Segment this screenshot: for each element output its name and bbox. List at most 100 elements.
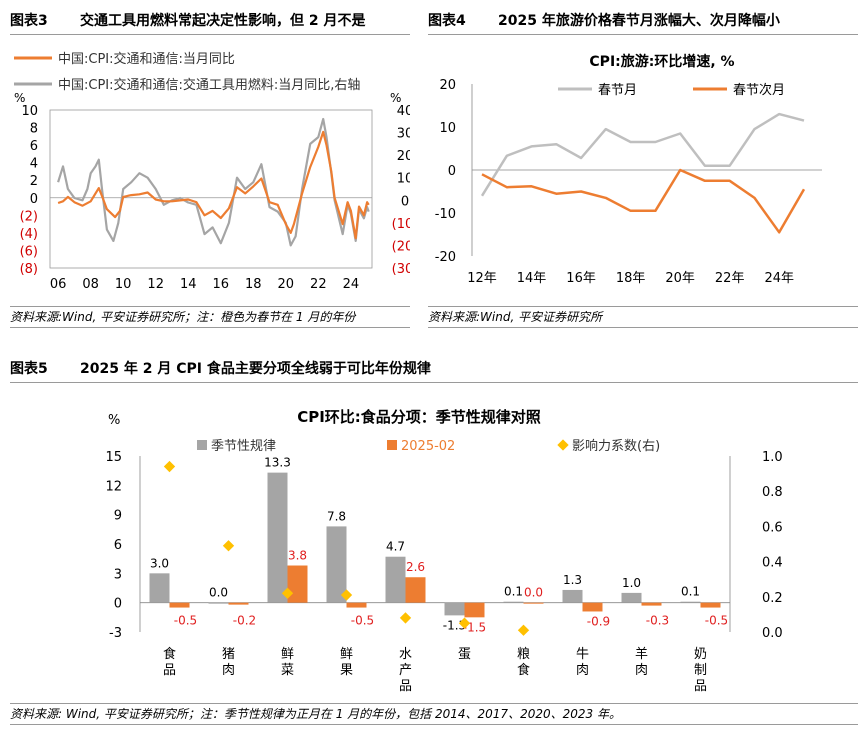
- left-tick-label: 4: [30, 157, 38, 172]
- y-tick-label: 20: [439, 78, 456, 93]
- bar-seasonal: [267, 472, 288, 603]
- y2-tick-label: 0.8: [762, 485, 783, 500]
- legend-label-1: 季节性规律: [211, 439, 276, 454]
- legend-label-3: 影响力系数(右): [572, 438, 660, 454]
- figure4-footnote: 资料来源:Wind, 平安证券研究所: [428, 306, 858, 328]
- bar-label-2025-02: -0.5: [705, 613, 728, 627]
- left-tick-label: (8): [20, 262, 38, 277]
- bar-2025-02: [405, 577, 426, 603]
- x-tick-label: 18: [245, 277, 262, 292]
- y2-tick-label: 0.0: [762, 626, 783, 641]
- left-axis-unit: %: [14, 91, 25, 105]
- scatter-point-influence: [281, 587, 294, 599]
- bar-label-2025-02: 3.8: [288, 549, 307, 563]
- x-tick-label: 22年: [715, 271, 745, 286]
- bar-label-2025-02: 0.0: [524, 586, 543, 600]
- figure5-header: 图表5 2025 年 2 月 CPI 食品主要分项全线弱于可比年份规律: [10, 356, 858, 383]
- y-tick-label: -20: [435, 250, 456, 265]
- figure3-title: 交通工具用燃料常起决定性影响，但 2 月不是: [80, 13, 366, 29]
- y-tick-label: 9: [114, 509, 122, 524]
- x-tick-label: 14: [180, 277, 197, 292]
- right-tick-label: 0: [401, 194, 409, 209]
- bar-2025-02: [169, 602, 190, 608]
- y-tick-label: 12: [105, 479, 122, 494]
- legend-swatch-1: [197, 440, 207, 450]
- legend-label-2: 中国:CPI:交通和通信:交通工具用燃料:当月同比,右轴: [58, 77, 360, 93]
- bar-seasonal: [680, 601, 701, 603]
- right-axis-unit: %: [390, 91, 401, 105]
- bar-label-seasonal: 0.1: [681, 585, 700, 599]
- x-tick-label: 24: [343, 277, 360, 292]
- bar-2025-02: [287, 565, 308, 603]
- y-tick-label: 0: [448, 164, 456, 179]
- figure3-footnote: 资料来源:Wind, 平安证券研究所；注：橙色为春节在 1 月的年份: [10, 306, 410, 328]
- y-tick-label: 10: [439, 121, 456, 136]
- figure5-chart: CPI环比:食品分项：季节性规律对照% 季节性规律 2025-02 影响力系数(右) 1…: [105, 408, 783, 694]
- y-axis-unit: %: [108, 413, 120, 428]
- bar-seasonal: [208, 602, 229, 604]
- left-tick-label: (4): [20, 227, 38, 242]
- category-label: 猪肉: [222, 647, 235, 678]
- legend-label-1: 春节月: [598, 83, 637, 98]
- y-tick-label: -10: [435, 207, 456, 222]
- bar-seasonal: [562, 589, 583, 603]
- category-label: 鲜果: [340, 647, 353, 678]
- figure4-title: 2025 年旅游价格春节月涨幅大、次月降幅小: [498, 13, 780, 29]
- left-tick-label: (6): [20, 244, 38, 259]
- x-tick-label: 24年: [764, 271, 794, 286]
- category-label: 蛋: [458, 647, 471, 662]
- bar-seasonal: [326, 526, 347, 603]
- category-label: 食品: [163, 646, 176, 678]
- figure5-title: 2025 年 2 月 CPI 食品主要分项全线弱于可比年份规律: [80, 361, 431, 377]
- y-tick-label: 3: [114, 567, 122, 582]
- y2-tick-label: 1.0: [762, 450, 783, 465]
- bar-2025-02: [641, 602, 662, 606]
- category-label: 奶制品: [694, 647, 707, 694]
- category-label: 羊肉: [635, 646, 648, 678]
- bar-label-seasonal: 13.3: [264, 456, 291, 470]
- bar-label-2025-02: -0.2: [233, 613, 256, 627]
- right-tick-label: 10: [397, 172, 410, 187]
- right-tick-label: (30): [392, 262, 410, 277]
- bar-2025-02: [464, 602, 485, 618]
- bar-label-2025-02: -0.5: [174, 613, 197, 627]
- x-tick-label: 06: [50, 277, 67, 292]
- x-tick-label: 20: [278, 277, 295, 292]
- figure3-header: 图表3 交通工具用燃料常起决定性影响，但 2 月不是: [10, 8, 410, 35]
- bar-label-2025-02: -0.9: [587, 614, 610, 628]
- bar-2025-02: [346, 602, 367, 608]
- category-label: 水产品: [399, 647, 412, 694]
- right-tick-label: 40: [397, 104, 410, 119]
- x-tick-label: 08: [82, 277, 99, 292]
- figure5-footnote: 资料来源: Wind, 平安证券研究所；注：季节性规律为正月在 1 月的年份，包…: [10, 703, 858, 725]
- legend-label-2: 春节次月: [733, 82, 785, 98]
- figure3-chart: 中国:CPI:交通和通信:当月同比中国:CPI:交通和通信:交通工具用燃料:当月…: [14, 51, 410, 292]
- y-tick-label: 0: [114, 597, 122, 612]
- category-label: 粮食: [517, 647, 530, 678]
- plot-frame: [49, 109, 373, 269]
- bar-label-seasonal: 0.0: [209, 586, 228, 600]
- left-tick-label: 10: [21, 104, 38, 119]
- bar-2025-02: [700, 602, 721, 608]
- left-tick-label: 2: [30, 174, 38, 189]
- left-tick-label: 8: [30, 122, 38, 137]
- legend-label-2: 2025-02: [401, 439, 455, 454]
- category-label: 牛肉: [576, 647, 589, 678]
- category-label: 鲜菜: [281, 647, 294, 678]
- bar-2025-02: [228, 602, 249, 605]
- bar-2025-02: [523, 602, 544, 604]
- bar-seasonal: [385, 556, 406, 603]
- left-tick-label: (2): [20, 209, 38, 224]
- x-tick-label: 16年: [566, 271, 596, 286]
- left-tick-label: 6: [30, 139, 38, 154]
- right-tick-label: (20): [392, 239, 410, 254]
- scatter-point-influence: [399, 612, 412, 624]
- bar-label-seasonal: 1.3: [563, 573, 582, 587]
- figure4-chart: CPI:旅游:环比增速, % 春节月 春节次月 20 10 0 -10 -20 12年 14年 16…: [435, 53, 822, 286]
- bar-label-seasonal: 1.0: [622, 576, 641, 590]
- x-tick-label: 18年: [616, 271, 646, 286]
- bar-seasonal: [149, 573, 170, 603]
- right-tick-label: 20: [397, 149, 410, 164]
- figure4-header: 图表4 2025 年旅游价格春节月涨幅大、次月降幅小: [428, 8, 858, 35]
- figure5-label: 图表5: [10, 361, 48, 377]
